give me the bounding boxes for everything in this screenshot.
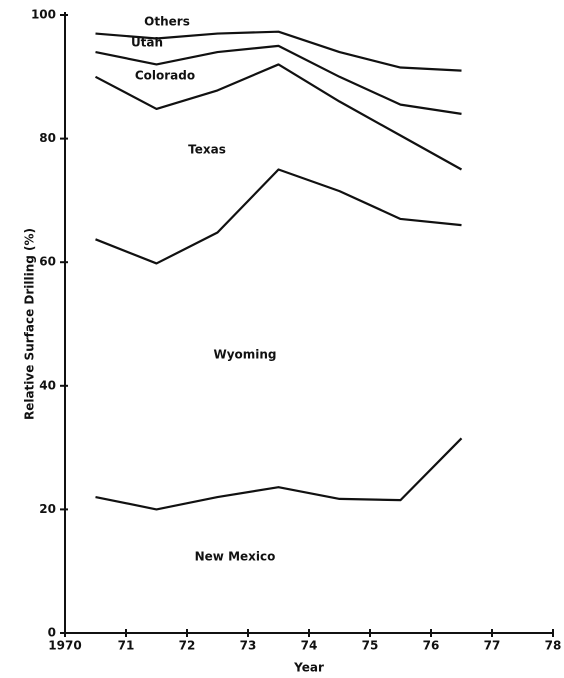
x-tick-label: 73 [240,639,257,653]
x-tick-label: 78 [545,639,562,653]
boundary-line [95,30,462,72]
x-tick-label: 76 [423,639,440,653]
y-axis-label: Relative Surface Drilling (%) [23,228,37,420]
boundary-line [95,437,463,511]
region-label: Colorado [135,69,195,83]
region-label: New Mexico [195,550,276,564]
y-tick-label: 80 [39,131,56,145]
boundary-line [94,63,463,171]
boundary-line [95,168,462,265]
x-tick-label: 72 [179,639,196,653]
boundary-line [95,44,462,115]
y-tick-label: 40 [39,378,56,392]
x-tick-label: 1970 [48,639,81,653]
x-tick-label: 71 [118,639,135,653]
x-tick-label: 74 [301,639,318,653]
region-label: Texas [188,143,226,157]
x-tick-label: 77 [484,639,501,653]
region-label: Wyoming [213,348,276,362]
y-tick-label: 60 [39,255,56,269]
region-label: Utah [131,36,163,50]
x-axis-label: Year [293,661,324,675]
y-tick-label: 0 [48,626,56,640]
y-tick-label: 100 [31,8,56,22]
x-tick-label: 75 [362,639,379,653]
y-tick-label: 20 [39,502,56,516]
region-label: Others [144,15,190,29]
